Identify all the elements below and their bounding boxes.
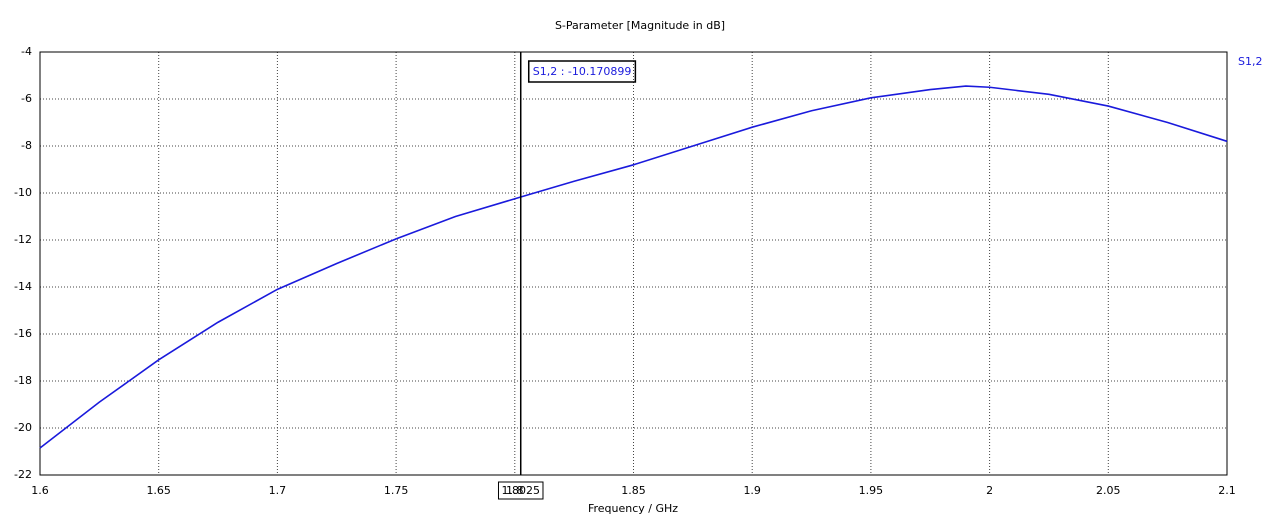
- y-tick-label: -16: [14, 327, 32, 340]
- marker-x-label: 1.8025: [501, 484, 540, 497]
- x-tick-label: 1.75: [384, 484, 409, 497]
- x-axis-label: Frequency / GHz: [588, 502, 678, 515]
- marker-readout-box: [527, 60, 637, 83]
- y-tick-label: -8: [21, 139, 32, 152]
- x-tick-label: 2.05: [1096, 484, 1121, 497]
- y-tick-label: -18: [14, 374, 32, 387]
- marker-readout: S1,2 : -10.170899: [533, 65, 632, 78]
- legend-label: S1,2: [1238, 55, 1262, 68]
- x-tick-label: 2: [986, 484, 993, 497]
- y-tick-label: -20: [14, 421, 32, 434]
- x-tick-label: 2.1: [1218, 484, 1236, 497]
- x-tick-label: 1.9: [743, 484, 761, 497]
- x-tick-label: 1.65: [146, 484, 171, 497]
- x-tick-label: 1.7: [269, 484, 287, 497]
- x-tick-label: 1.8: [506, 484, 524, 497]
- marker-x-box: [497, 481, 544, 500]
- x-tick-label: 1.95: [859, 484, 884, 497]
- plot-frame: [39, 51, 1228, 476]
- series-line: [39, 85, 1228, 449]
- y-tick-label: -10: [14, 186, 32, 199]
- y-tick-label: -14: [14, 280, 32, 293]
- y-tick-label: -12: [14, 233, 32, 246]
- y-tick-label: -22: [14, 468, 32, 481]
- y-tick-label: -4: [21, 45, 32, 58]
- chart-title: S-Parameter [Magnitude in dB]: [555, 19, 725, 32]
- x-tick-label: 1.85: [621, 484, 646, 497]
- y-tick-label: -6: [21, 92, 32, 105]
- x-tick-label: 1.6: [31, 484, 49, 497]
